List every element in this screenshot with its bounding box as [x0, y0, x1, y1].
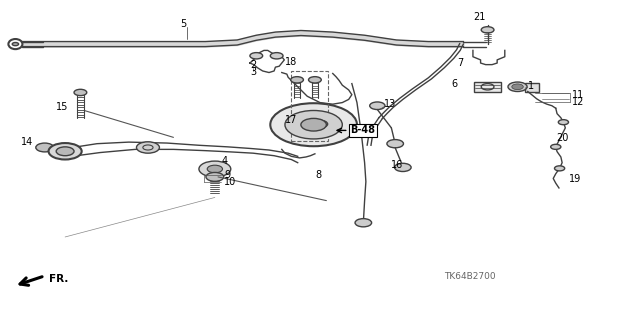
Circle shape — [207, 165, 223, 173]
Circle shape — [285, 110, 342, 139]
Text: TK64B2700: TK64B2700 — [444, 272, 496, 281]
Text: 16: 16 — [392, 160, 404, 170]
Circle shape — [49, 143, 82, 160]
Text: 13: 13 — [384, 99, 396, 109]
Circle shape — [270, 53, 283, 59]
Text: 7: 7 — [458, 58, 464, 68]
Circle shape — [136, 142, 159, 153]
Text: 10: 10 — [225, 177, 237, 187]
Circle shape — [36, 143, 54, 152]
Text: 5: 5 — [180, 19, 186, 29]
Text: 21: 21 — [473, 12, 485, 22]
Circle shape — [481, 27, 494, 33]
Text: 15: 15 — [56, 102, 68, 112]
Circle shape — [554, 166, 564, 171]
Text: 4: 4 — [222, 156, 228, 166]
Text: 1: 1 — [528, 81, 534, 91]
Text: 11: 11 — [572, 90, 584, 100]
Text: 12: 12 — [572, 97, 585, 107]
Text: 20: 20 — [556, 133, 568, 143]
Circle shape — [394, 163, 411, 172]
Bar — [291, 71, 328, 141]
Text: 18: 18 — [285, 57, 297, 67]
Text: B-48: B-48 — [351, 125, 376, 135]
Circle shape — [270, 103, 357, 146]
Circle shape — [387, 140, 403, 148]
Text: 17: 17 — [285, 115, 298, 125]
Circle shape — [512, 84, 524, 90]
Text: 8: 8 — [315, 170, 321, 180]
Text: 14: 14 — [20, 137, 33, 147]
Text: 9: 9 — [225, 170, 230, 180]
Circle shape — [550, 144, 561, 149]
Circle shape — [312, 120, 328, 128]
Circle shape — [355, 219, 372, 227]
Ellipse shape — [8, 39, 22, 49]
Text: 2: 2 — [250, 60, 256, 70]
Circle shape — [308, 77, 321, 83]
Circle shape — [508, 82, 527, 92]
Circle shape — [74, 89, 87, 96]
Circle shape — [301, 118, 326, 131]
Circle shape — [370, 102, 385, 109]
Circle shape — [558, 120, 568, 125]
Bar — [525, 83, 540, 92]
Circle shape — [12, 42, 19, 46]
Circle shape — [250, 53, 262, 59]
Bar — [474, 82, 501, 92]
Text: 19: 19 — [568, 174, 580, 184]
Text: 6: 6 — [451, 78, 458, 89]
Circle shape — [199, 161, 231, 177]
Text: FR.: FR. — [49, 274, 68, 284]
Text: 3: 3 — [250, 67, 256, 77]
Circle shape — [291, 77, 303, 83]
Circle shape — [56, 147, 74, 156]
Circle shape — [206, 173, 224, 181]
